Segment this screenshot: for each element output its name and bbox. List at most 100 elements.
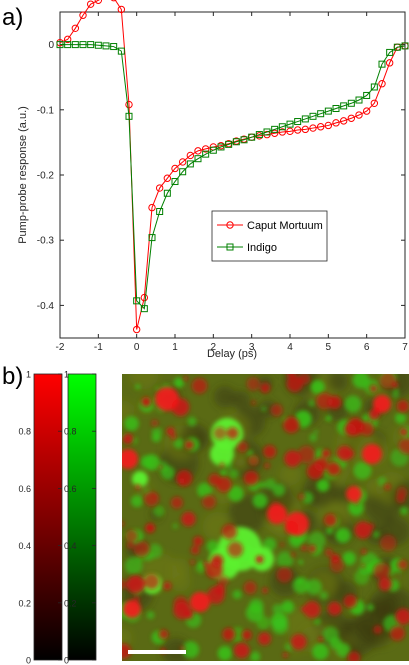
data-point-caput-mortuum <box>293 126 302 134</box>
series-line-indigo <box>60 44 406 310</box>
map-red-speck <box>321 449 331 459</box>
map-texture-blob <box>122 628 133 649</box>
map-green-speck <box>352 374 370 389</box>
series-line-caput-mortuum <box>59 0 406 330</box>
map-red-speck <box>176 469 193 487</box>
data-point-indigo <box>332 104 340 112</box>
colorbar-tick-label: 0 <box>64 656 69 665</box>
map-red-speck <box>211 554 224 567</box>
colorbar-green: 0 0.2 0.4 0.6 0.8 1 <box>64 370 97 665</box>
legend-marker-indigo <box>226 243 234 251</box>
map-red-speck <box>397 559 408 570</box>
colorbar-green-ticks: 0 0.2 0.4 0.6 0.8 1 <box>64 370 96 665</box>
map-red-speck <box>217 575 229 587</box>
map-red-speck <box>400 428 408 436</box>
data-point-indigo <box>148 234 156 242</box>
data-point-indigo <box>110 43 118 51</box>
x-tick-label: 0 <box>134 342 140 353</box>
map-red-speck <box>222 627 236 641</box>
data-point-caput-mortuum <box>63 35 72 44</box>
map-texture-blob <box>369 599 391 621</box>
map-red-speck <box>221 524 238 540</box>
panel-b-label: b) <box>2 363 23 390</box>
map-red-speck <box>143 573 160 590</box>
data-point-indigo <box>347 99 355 107</box>
map-red-speck <box>262 587 268 594</box>
data-point-caput-mortuum <box>155 184 164 192</box>
data-point-indigo <box>317 110 325 118</box>
map-red-speck <box>324 513 338 527</box>
map-red-speck <box>158 629 169 640</box>
map-red-speck <box>183 376 189 381</box>
map-green-speck <box>228 486 244 502</box>
map-red-speck <box>297 445 316 464</box>
data-point-caput-mortuum <box>125 100 133 109</box>
map-green-speck <box>250 651 261 661</box>
map-green-speck <box>393 387 399 393</box>
map-green-speck <box>392 391 399 399</box>
map-red-cluster <box>190 592 210 612</box>
map-green-speck <box>135 384 141 390</box>
data-point-indigo <box>179 168 187 176</box>
map-red-speck <box>308 544 317 554</box>
map-red-cluster <box>122 449 138 469</box>
map-red-cluster <box>373 395 391 413</box>
map-green-speck <box>316 479 330 492</box>
map-red-speck <box>227 541 244 558</box>
colorbar-tick-label: 1 <box>26 370 31 380</box>
data-point-caput-mortuum <box>201 145 210 153</box>
map-red-speck <box>303 601 321 618</box>
map-red-speck <box>246 377 260 391</box>
legend[interactable]: Caput Mortuum Indigo <box>211 210 328 262</box>
data-point-indigo <box>232 138 240 146</box>
map-texture-blob <box>170 558 190 578</box>
colorbar-tick-label: 1 <box>64 370 69 380</box>
colorbar-red-fill <box>33 373 63 661</box>
map-green-speck <box>198 561 205 568</box>
map-red-speck <box>326 462 341 476</box>
map-red-speck <box>213 426 227 440</box>
data-point-indigo <box>64 41 72 49</box>
series-layer <box>56 0 409 334</box>
map-red-speck <box>347 651 361 661</box>
map-red-speck <box>219 462 225 467</box>
data-point-caput-mortuum <box>186 151 195 160</box>
map-red-speck <box>395 608 409 625</box>
map-red-speck <box>301 545 307 551</box>
data-point-indigo <box>401 42 409 50</box>
map-red-speck <box>379 534 397 552</box>
map-red-speck <box>343 594 358 609</box>
y-tick-label: -0.4 <box>37 301 55 312</box>
data-point-caput-mortuum <box>148 203 156 212</box>
data-point-indigo <box>355 96 363 104</box>
x-tick-label: -1 <box>94 342 103 353</box>
map-green-speck <box>395 412 407 424</box>
map-red-speck <box>166 427 175 436</box>
map-green-speck <box>308 531 326 549</box>
data-point-indigo <box>370 83 378 91</box>
map-green-speck <box>182 641 199 659</box>
map-green-speck <box>301 491 314 504</box>
map-green-speck <box>124 416 139 431</box>
plot-frame <box>59 11 406 339</box>
data-point-caput-mortuum <box>347 114 356 122</box>
data-point-indigo <box>309 112 317 120</box>
map-red-speck <box>170 433 177 440</box>
map-red-speck <box>270 404 283 417</box>
data-point-caput-mortuum <box>355 111 363 119</box>
map-red-speck <box>361 563 366 568</box>
data-point-indigo <box>117 47 125 55</box>
colorbar-red-ticks: 0 0.2 0.4 0.6 0.8 1 <box>18 370 62 665</box>
map-red-speck <box>122 643 132 659</box>
map-green-speck <box>309 433 318 442</box>
data-point-indigo <box>186 160 194 168</box>
data-point-indigo <box>56 41 64 49</box>
x-axis: -2 -1 0 1 2 3 4 5 6 7 <box>56 12 408 353</box>
map-red-speck <box>395 493 406 504</box>
map-red-speck <box>298 374 311 385</box>
map-red-speck <box>135 484 141 490</box>
map-green-speck <box>354 569 370 585</box>
map-green-speck <box>348 500 364 516</box>
map-red-speck <box>336 607 342 613</box>
map-red-speck <box>368 523 375 530</box>
